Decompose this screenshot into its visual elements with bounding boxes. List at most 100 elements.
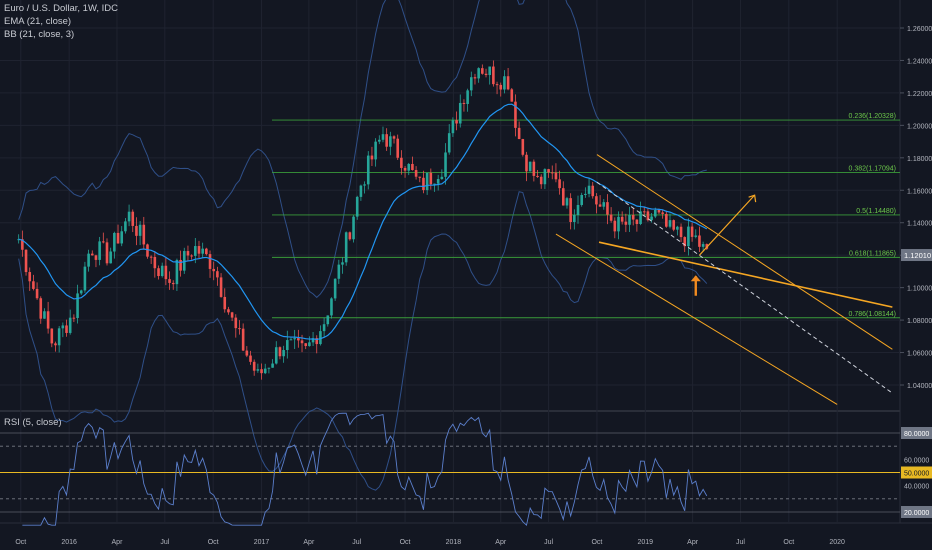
candle-body xyxy=(580,194,583,205)
candle-body xyxy=(205,248,208,255)
candle-body xyxy=(32,281,35,289)
candle-body xyxy=(422,177,425,191)
candle-body xyxy=(411,163,414,171)
candle-body xyxy=(149,256,153,258)
candle-body xyxy=(488,66,491,76)
price-tick-label: 1.04000 xyxy=(907,383,932,390)
candle-body xyxy=(389,136,392,147)
candle-body xyxy=(319,331,322,345)
candle-body xyxy=(646,211,650,221)
time-tick-label: Jul xyxy=(160,539,169,546)
candle-body xyxy=(124,221,127,232)
time-tick-label: 2016 xyxy=(61,539,77,546)
ema-legend[interactable]: EMA (21, close) xyxy=(4,16,72,27)
candle-body xyxy=(138,224,142,236)
candle-body xyxy=(381,134,385,140)
projection-arrow-head xyxy=(748,194,757,203)
fib-level-label: 0.618(1.11865) xyxy=(849,250,896,257)
time-tick-label: 2017 xyxy=(254,539,270,546)
candle-body xyxy=(561,188,565,206)
candle-body xyxy=(216,271,219,278)
candle-body xyxy=(105,242,109,264)
candle-body xyxy=(234,317,238,329)
candle-body xyxy=(679,226,683,238)
candle-body xyxy=(676,226,679,230)
rsi-tick-label: 20.0000 xyxy=(904,510,929,517)
candle-body xyxy=(28,272,32,282)
candle-body xyxy=(400,157,403,168)
price-tick-label: 1.14000 xyxy=(907,221,932,228)
candle-body xyxy=(407,163,411,171)
candle-body xyxy=(352,216,355,240)
time-tick-label: Apr xyxy=(112,539,124,546)
candle-body xyxy=(219,277,223,297)
candle-body xyxy=(587,185,591,194)
fib-level-label: 0.786(1.08144) xyxy=(849,311,896,318)
projection-arrow-shaft xyxy=(699,194,756,256)
time-tick-label: Oct xyxy=(591,539,602,546)
candle-body xyxy=(263,368,267,374)
candle-body xyxy=(230,312,234,318)
trendlines xyxy=(555,154,893,405)
candle-body xyxy=(473,77,477,79)
candle-body xyxy=(179,259,182,271)
candle-body xyxy=(503,76,506,90)
fib-level-label: 0.5(1.14480) xyxy=(856,208,896,215)
rsi-tick-tag xyxy=(901,466,932,479)
candle-body xyxy=(573,214,576,222)
bb-legend[interactable]: BB (21, close, 3) xyxy=(4,29,75,40)
candle-body xyxy=(425,172,429,191)
chart-title[interactable]: Euro / U.S. Dollar, 1W, IDC xyxy=(4,3,119,14)
candle-body xyxy=(274,347,278,364)
candle-body xyxy=(344,232,348,263)
candle-body xyxy=(35,288,39,299)
candle-body xyxy=(50,328,54,344)
candle-body xyxy=(304,343,308,347)
ema-line xyxy=(18,103,708,341)
candle-body xyxy=(492,66,495,85)
candle-body xyxy=(21,239,24,250)
time-tick-label: Apr xyxy=(687,539,699,546)
bb-lower-band xyxy=(18,191,708,491)
candle-body xyxy=(661,212,664,214)
candle-body xyxy=(433,183,436,185)
candle-body xyxy=(378,139,381,142)
candlestick-series xyxy=(17,60,709,380)
candle-body xyxy=(642,211,646,213)
price-tick-label: 1.22000 xyxy=(907,91,932,98)
candle-body xyxy=(499,84,503,90)
candle-body xyxy=(186,251,190,256)
candle-body xyxy=(363,184,366,186)
candle-body xyxy=(79,290,83,294)
time-tick-label: Jul xyxy=(352,539,361,546)
candle-body xyxy=(238,328,241,330)
candle-body xyxy=(635,219,639,224)
candle-body xyxy=(278,347,282,357)
candle-body xyxy=(672,220,675,230)
price-tick-label: 1.08000 xyxy=(907,318,932,325)
candle-body xyxy=(558,179,561,189)
candle-body xyxy=(532,161,536,176)
rsi-tick-tag xyxy=(901,427,932,439)
price-tick-label: 1.18000 xyxy=(907,156,932,163)
candle-body xyxy=(701,244,705,247)
candle-body xyxy=(54,343,57,346)
candle-body xyxy=(653,210,657,217)
fib-level-label: 0.236(1.20328) xyxy=(849,113,896,120)
candle-body xyxy=(68,317,72,333)
candle-body xyxy=(260,369,263,374)
support-line xyxy=(598,241,893,308)
candle-body xyxy=(550,172,554,174)
candle-body xyxy=(690,226,694,237)
rsi-panel: 80.0000 60.0000 50.0000 40.0000 20.0000 xyxy=(0,412,932,527)
rsi-legend[interactable]: RSI (5, close) xyxy=(4,417,62,428)
price-tick-label: 1.26000 xyxy=(907,26,932,33)
candle-body xyxy=(311,338,315,343)
candle-body xyxy=(168,279,171,283)
candle-body xyxy=(127,211,131,222)
candle-body xyxy=(256,369,260,371)
candle-body xyxy=(591,185,595,197)
candle-body xyxy=(297,338,300,341)
last-price-label: 1.12010 xyxy=(904,251,931,260)
